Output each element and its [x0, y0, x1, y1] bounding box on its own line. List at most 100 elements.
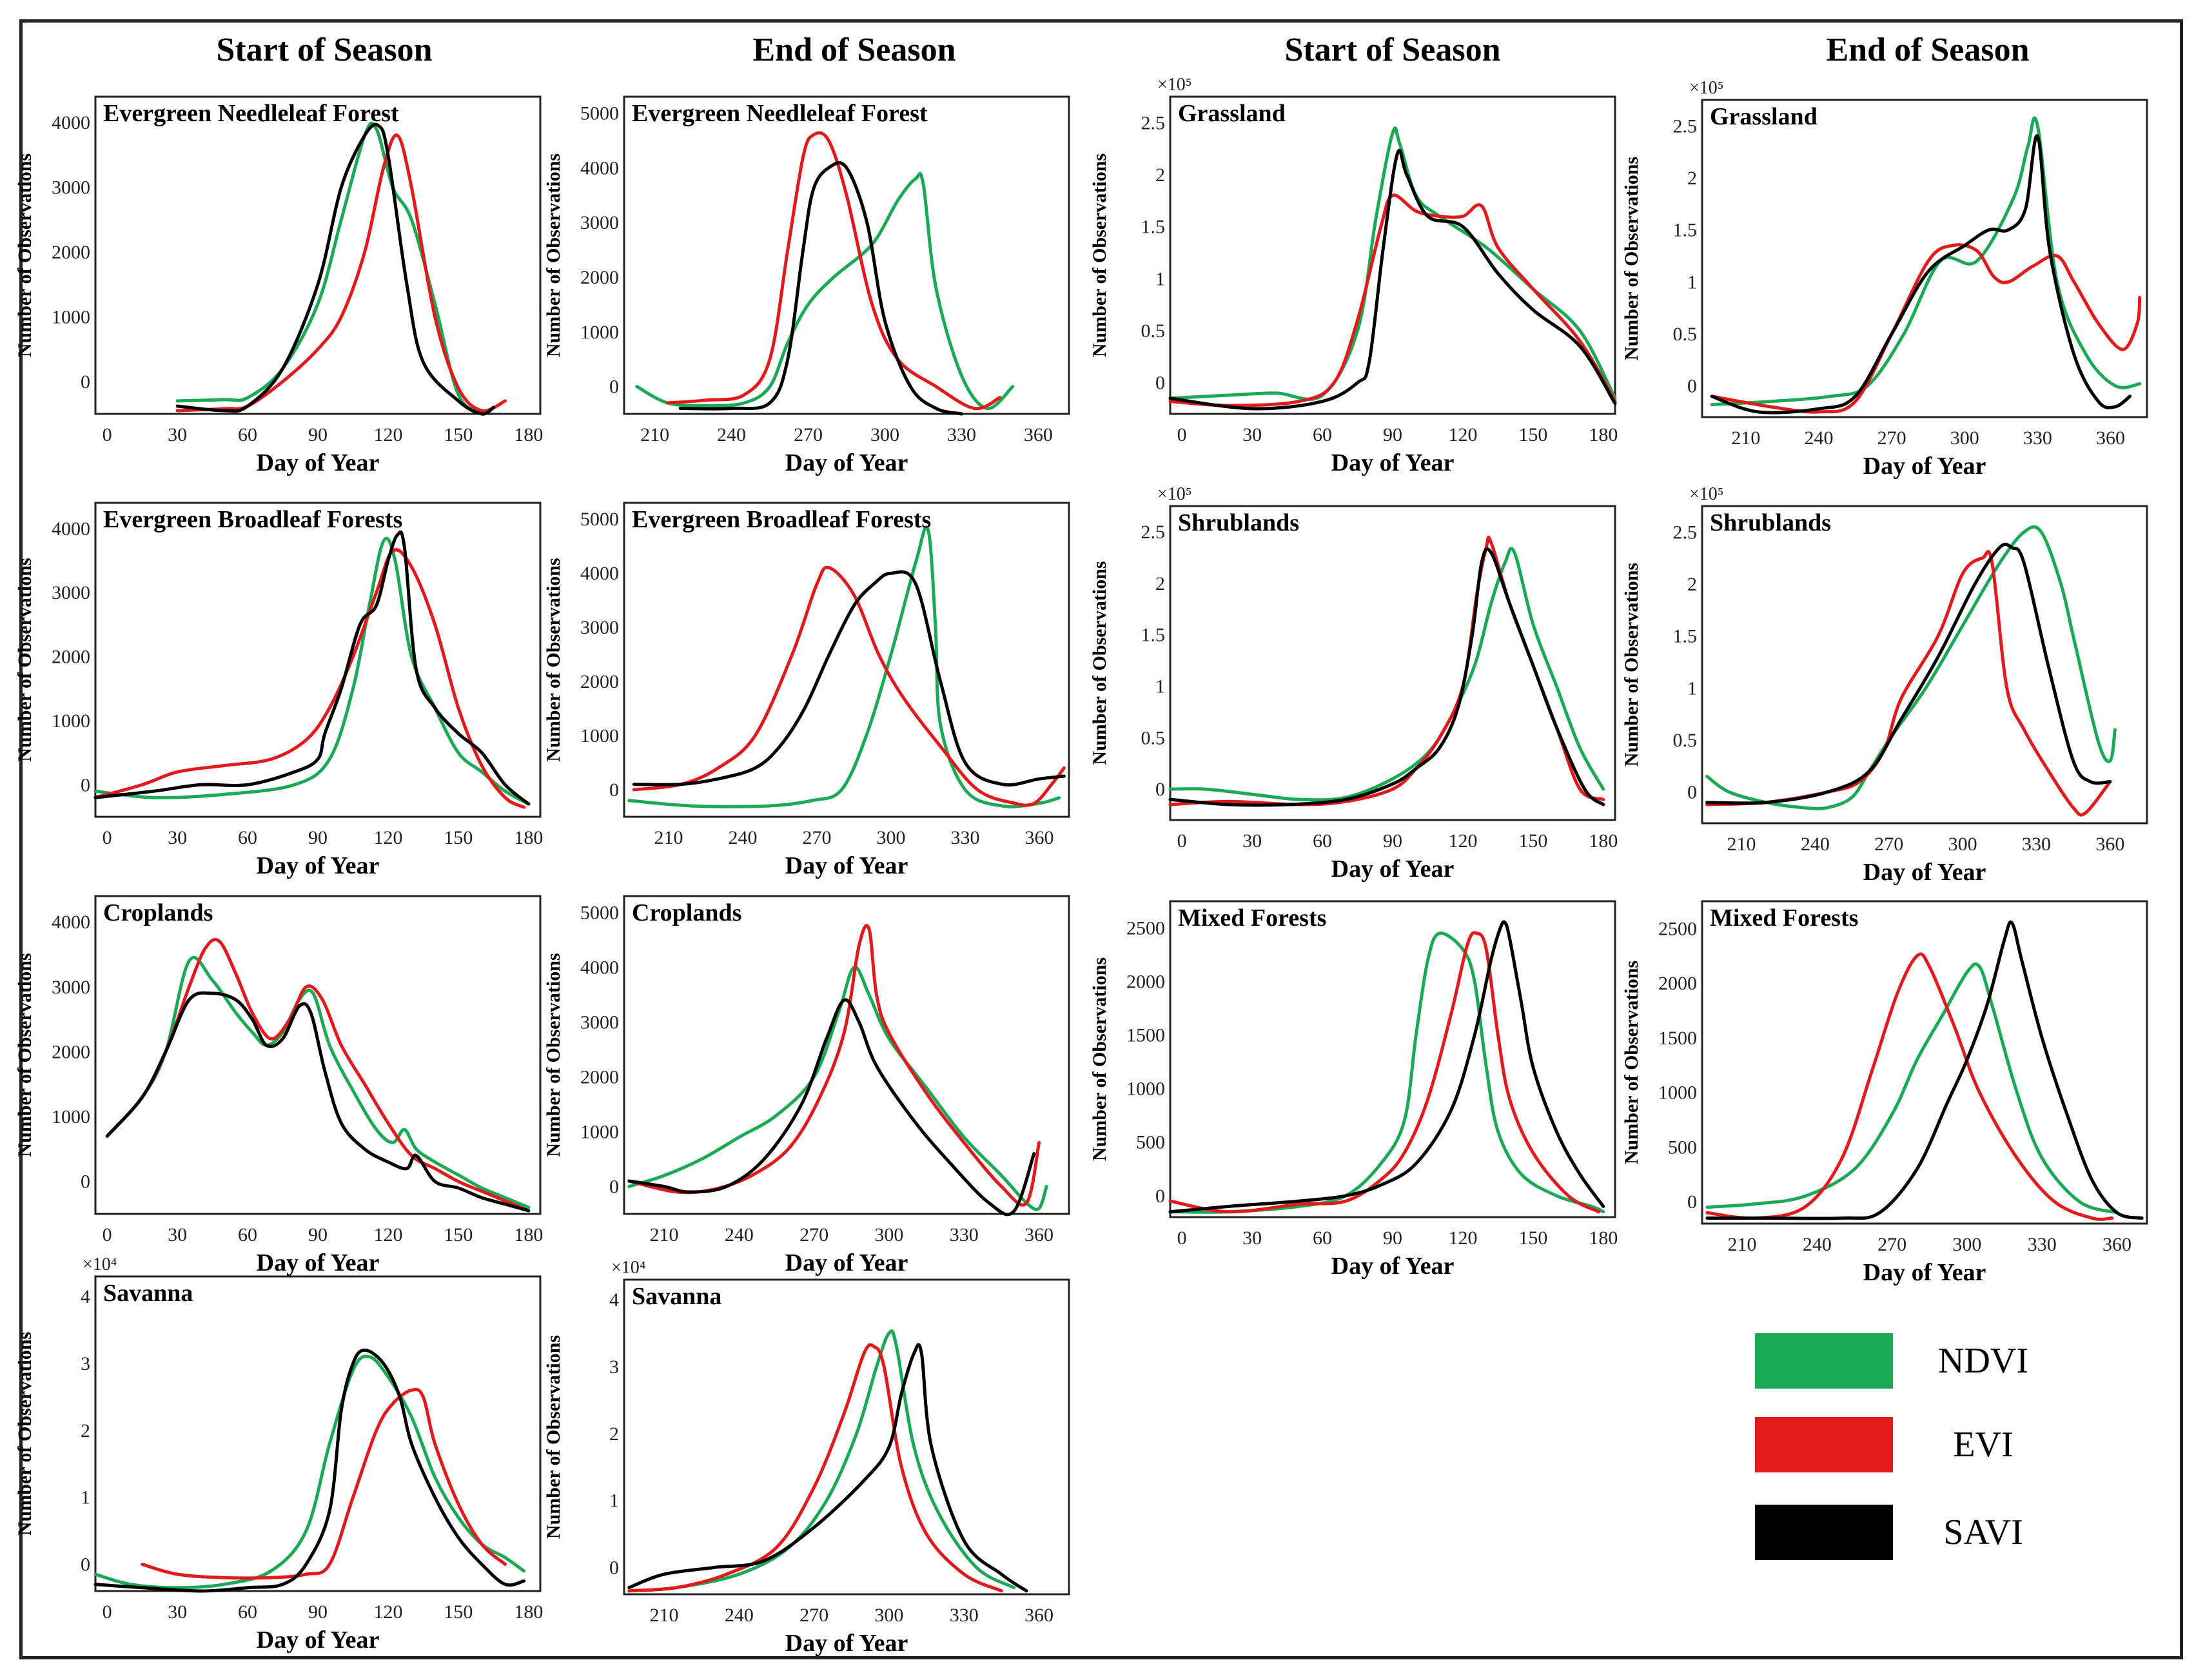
column-header-2: End of Season [752, 32, 956, 68]
series-line-evi [1705, 550, 2112, 817]
chart-title: Croplands [632, 899, 741, 926]
chart-panel: Grassland 0 30 60 90 120 150 180 0 0.5 1 1.5 2 2.5 ×10… [1086, 71, 1628, 488]
chart-svg: Grassland 0 30 60 90 120 150 180 0 0.5 1 1.5 2 2.5 ×10… [1089, 75, 1618, 476]
x-tick-label: 90 [308, 1224, 328, 1245]
y-tick-label: 3 [609, 1356, 619, 1378]
y-tick-label: 0 [609, 1557, 619, 1578]
chart-title: Savanna [103, 1280, 193, 1307]
y-tick-label: 4000 [52, 518, 90, 540]
x-tick-label: 240 [725, 1224, 754, 1245]
y-tick-label: 1 [81, 1487, 90, 1509]
x-tick-label: 30 [1242, 830, 1262, 852]
x-tick-label: 150 [444, 1224, 473, 1245]
x-tick-label: 210 [1731, 427, 1760, 449]
series-line-savi [1168, 148, 1617, 411]
x-tick-label: 330 [2023, 427, 2052, 449]
series-line-savi [627, 998, 1036, 1216]
y-tick-label: 0 [609, 376, 619, 398]
series-line-ndvi [1710, 116, 2142, 407]
y-tick-label: 4 [81, 1286, 90, 1307]
x-tick-label: 120 [373, 827, 402, 848]
chart-title: Evergreen Needleleaf Forest [632, 100, 928, 127]
chart-panel: Mixed Forests 210 240 270 300 330 360 0 500 1000 1… [1618, 875, 2160, 1298]
y-axis-label: Number of Observations [543, 558, 564, 761]
chart-title: Savanna [632, 1283, 721, 1310]
y-tick-label: 1000 [580, 322, 619, 343]
x-tick-label: 270 [799, 1605, 828, 1626]
y-tick-label: 2500 [1658, 918, 1697, 939]
x-axis-label: Day of Year [257, 1249, 380, 1276]
chart-panel: Evergreen Broadleaf Forests 0 30 60 90 120 150… [12, 477, 553, 891]
x-tick-label: 360 [2102, 1234, 2132, 1255]
chart-svg: Evergreen Needleleaf Forest 210 240 270 300 3… [543, 95, 1070, 476]
x-tick-label: 30 [1242, 1227, 1262, 1249]
y-axis-label: Number of Observations [1621, 157, 1642, 360]
legend-item-ndvi: NDVI [1755, 1333, 2048, 1389]
series-line-savi [1705, 920, 2144, 1220]
chart-title: Croplands [103, 899, 213, 926]
x-tick-label: 300 [874, 1224, 903, 1245]
x-tick-label: 60 [238, 424, 257, 445]
y-tick-label: 4000 [52, 912, 90, 933]
x-tick-label: 270 [1877, 1234, 1906, 1255]
x-axis-label: Day of Year [1331, 855, 1455, 883]
y-tick-label: 1000 [580, 1122, 619, 1143]
x-tick-label: 180 [1589, 830, 1618, 852]
plot-frame [1701, 505, 2148, 825]
series-line-savi [1168, 547, 1605, 807]
y-tick-label: 0 [609, 1177, 619, 1198]
x-tick-label: 300 [1950, 427, 1979, 449]
series-line-ndvi [627, 965, 1048, 1211]
y-tick-label: 1000 [580, 725, 619, 747]
series-line-savi [1168, 920, 1605, 1214]
y-tick-label: 2000 [1658, 973, 1697, 994]
x-axis-label: Day of Year [257, 1626, 380, 1654]
series-line-savi [93, 1348, 526, 1593]
legend-swatch-evi [1755, 1417, 1893, 1472]
y-tick-label: 0 [1155, 1186, 1165, 1207]
series-line-savi [1710, 134, 2132, 415]
y-tick-label: 0.5 [1141, 727, 1166, 748]
chart-title: Evergreen Needleleaf Forest [103, 100, 399, 127]
x-axis-label: Day of Year [257, 449, 380, 476]
y-tick-label: 1 [1155, 676, 1165, 697]
x-tick-label: 150 [1518, 424, 1547, 445]
series-line-ndvi [627, 1329, 1016, 1593]
y-tick-label: 2000 [580, 267, 619, 288]
legend-item-evi: EVI [1755, 1417, 2048, 1472]
chart-svg: Croplands 210 240 270 300 330 360 0 1000 2000 3000… [543, 895, 1070, 1276]
x-tick-label: 60 [1313, 830, 1332, 852]
legend-swatch-savi [1755, 1505, 1893, 1560]
series-line-evi [1168, 193, 1617, 407]
chart-svg: Savanna 210 240 270 300 330 360 0 1 2 3 4 ×10⁴ Day of… [543, 1258, 1070, 1657]
x-tick-label: 270 [799, 1224, 828, 1245]
y-tick-label: 3000 [52, 582, 90, 603]
x-tick-label: 30 [168, 1601, 187, 1623]
x-tick-label: 90 [1383, 1227, 1402, 1249]
chart-title: Grassland [1710, 103, 1818, 130]
chart-svg: Shrublands 210 240 270 300 330 360 0 0.5 1 1.5 2 2.5… [1621, 484, 2148, 886]
y-tick-label: 0.5 [1673, 730, 1698, 751]
column-header-1: Start of Season [216, 32, 433, 68]
x-tick-label: 210 [640, 424, 669, 445]
chart-panel: Savanna 210 240 270 300 330 360 0 1 2 3 4 ×10⁴ Day of… [540, 1254, 1082, 1668]
series-line-savi [678, 161, 963, 416]
y-tick-label: 3 [81, 1353, 90, 1374]
x-tick-label: 210 [650, 1605, 679, 1626]
chart-title: Evergreen Broadleaf Forests [103, 506, 402, 533]
series-line-evi [632, 565, 1066, 807]
x-tick-label: 30 [168, 1224, 187, 1245]
y-tick-label: 0 [609, 779, 619, 801]
y-axis-label: Number of Observations [543, 953, 564, 1157]
x-tick-label: 30 [168, 827, 187, 848]
y-tick-label: 0 [81, 371, 90, 393]
y-axis-multiplier: ×10⁴ [83, 1255, 117, 1275]
x-tick-label: 0 [1177, 424, 1187, 445]
y-tick-label: 0 [1687, 1191, 1697, 1213]
legend-swatch-ndvi [1755, 1333, 1893, 1389]
y-tick-label: 1500 [1126, 1025, 1165, 1046]
plot-frame [1169, 505, 1616, 821]
chart-svg: Shrublands 0 30 60 90 120 150 180 0 0.5 1 1.5 2 2.5 ×1… [1089, 484, 1618, 883]
x-axis-label: Day of Year [1331, 449, 1455, 476]
y-tick-label: 1000 [1658, 1082, 1697, 1104]
